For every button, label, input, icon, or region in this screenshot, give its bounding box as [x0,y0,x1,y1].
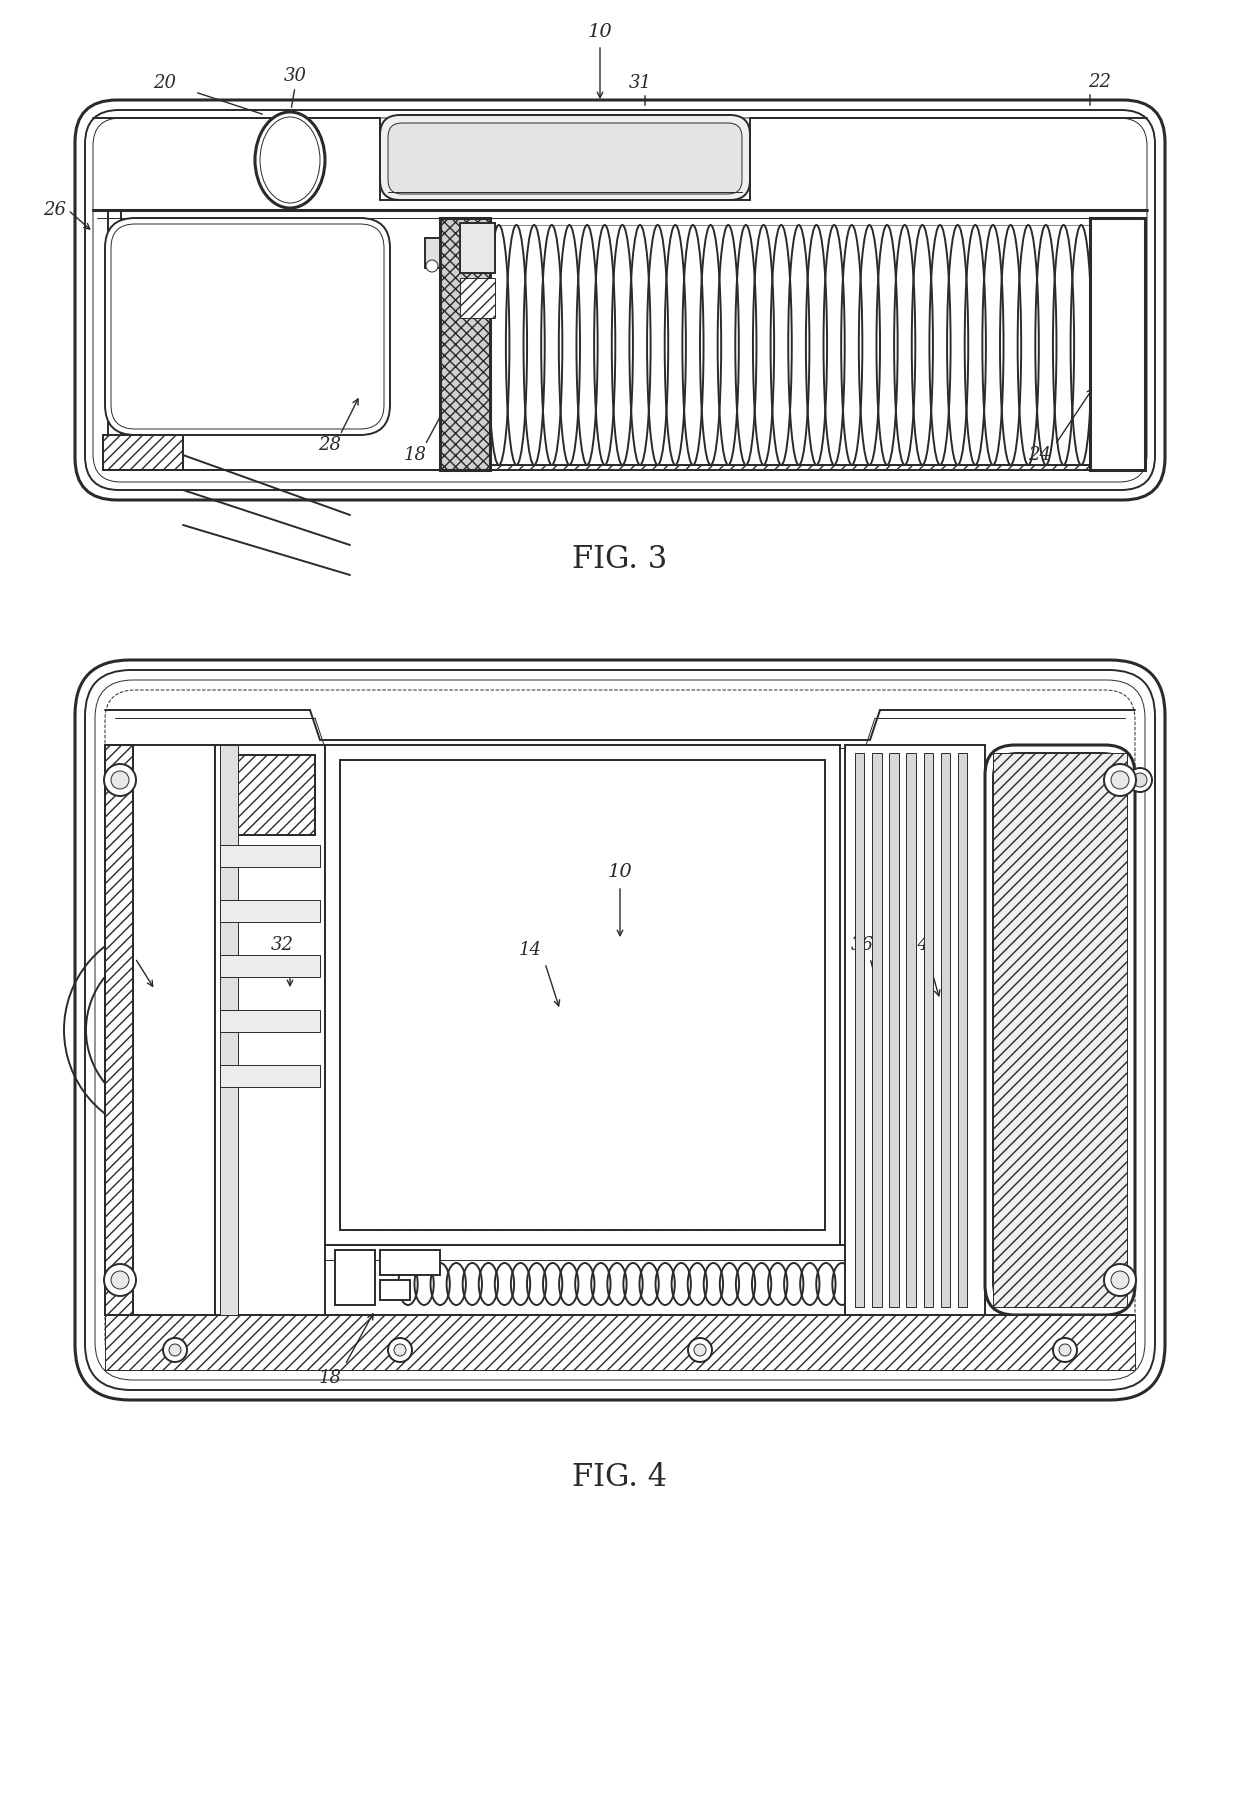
Text: 24: 24 [1028,445,1052,463]
Text: 28: 28 [319,436,341,454]
FancyBboxPatch shape [74,101,1166,501]
Bar [219,955,320,976]
Bar [219,845,320,867]
Circle shape [1053,1337,1078,1362]
Text: 20: 20 [154,74,176,92]
Bar [219,899,320,923]
Bar [460,223,495,273]
Circle shape [104,765,136,795]
Text: FIG. 4: FIG. 4 [573,1463,667,1493]
Bar [105,745,215,1316]
Circle shape [1133,774,1147,786]
Ellipse shape [255,111,325,208]
Text: 10: 10 [608,863,632,881]
Bar [906,752,916,1307]
Circle shape [162,1337,187,1362]
FancyBboxPatch shape [993,752,1127,1307]
Text: 14: 14 [518,941,542,959]
Bar [219,1011,320,1032]
Ellipse shape [260,117,320,203]
Bar [340,759,825,1230]
Bar [103,434,184,470]
Circle shape [1111,1271,1128,1289]
Bar [105,1316,1135,1370]
FancyBboxPatch shape [105,217,391,434]
Bar [105,745,133,1316]
Bar [856,752,864,1307]
Bar [889,752,899,1307]
Circle shape [1128,768,1152,792]
Bar [957,752,967,1307]
Circle shape [427,260,438,273]
Bar [236,756,315,835]
FancyBboxPatch shape [74,661,1166,1400]
Bar [236,756,315,835]
Circle shape [1104,1264,1136,1296]
Text: 26: 26 [43,201,67,219]
Bar [440,217,490,470]
Bar [490,465,1090,470]
Bar [941,752,950,1307]
Text: 31: 31 [629,74,651,92]
Circle shape [169,1344,181,1355]
Text: 10: 10 [588,23,613,41]
Circle shape [694,1344,706,1355]
Bar [924,752,932,1307]
Bar [440,217,490,470]
Bar [219,1064,320,1088]
Bar [219,745,238,1316]
Bar [425,239,440,267]
Bar [844,745,985,1316]
Circle shape [1104,765,1136,795]
Circle shape [388,1337,412,1362]
Circle shape [1111,772,1128,790]
Bar [325,745,839,1246]
Circle shape [394,1344,405,1355]
FancyBboxPatch shape [985,745,1135,1316]
Bar [379,1280,410,1300]
Bar [1090,217,1145,470]
Circle shape [1059,1344,1071,1355]
Bar [993,752,1127,1307]
Text: 22: 22 [1089,74,1111,92]
Text: FIG. 3: FIG. 3 [573,544,667,576]
FancyBboxPatch shape [379,115,750,199]
Text: 32: 32 [270,935,294,953]
Bar [103,434,184,470]
Text: 36: 36 [851,935,873,953]
Text: 18: 18 [403,445,427,463]
Circle shape [688,1337,712,1362]
Circle shape [112,1271,129,1289]
Circle shape [112,772,129,790]
Circle shape [104,1264,136,1296]
Bar [379,1249,440,1274]
Bar [335,1249,374,1305]
Bar [215,745,325,1316]
Text: 12: 12 [107,935,129,953]
Bar [872,752,882,1307]
Text: 18: 18 [319,1370,341,1388]
Bar [460,278,495,318]
Text: 24: 24 [906,935,930,953]
Text: 30: 30 [284,66,306,84]
Bar [340,759,825,1230]
FancyBboxPatch shape [388,124,742,194]
Bar [105,745,133,1316]
Text: 16: 16 [1069,939,1091,957]
